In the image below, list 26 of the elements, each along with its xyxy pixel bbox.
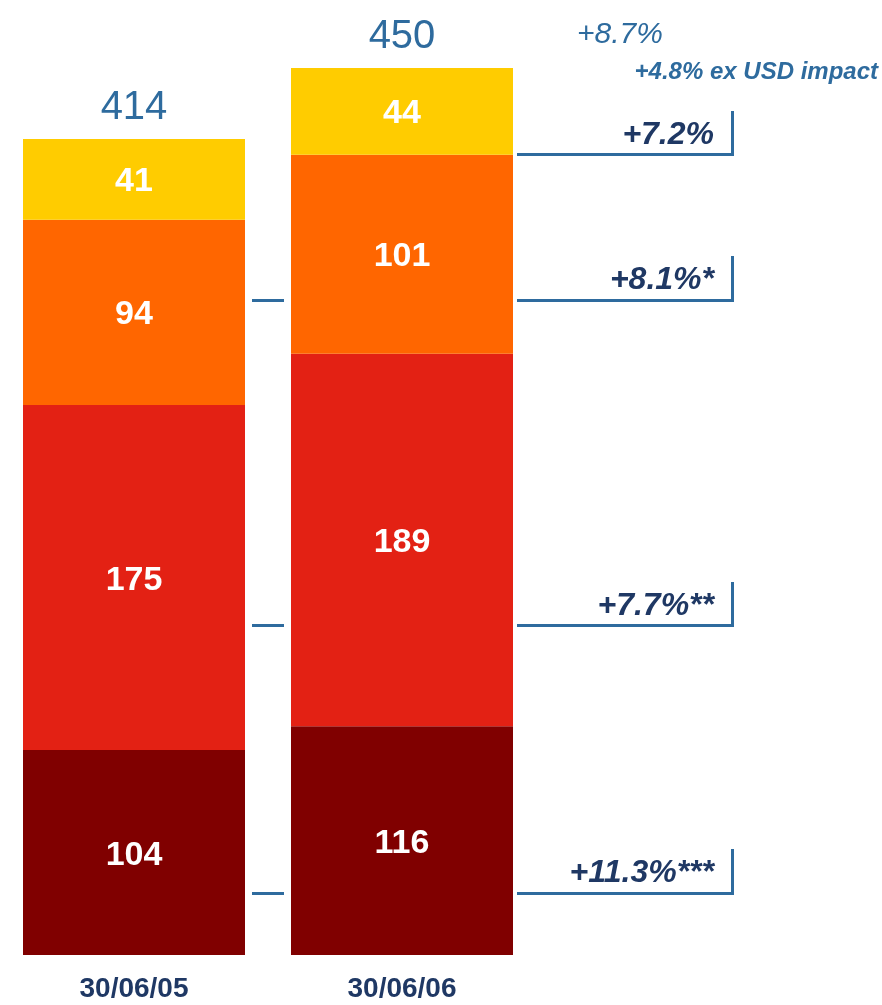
text: +8.1%* bbox=[609, 260, 716, 297]
bar bbox=[291, 353, 513, 727]
bar bbox=[23, 219, 245, 406]
data-label: 104 bbox=[105, 833, 163, 872]
x-tick-label: 30/06/06 bbox=[347, 971, 457, 1003]
text: +7.2% bbox=[622, 114, 714, 151]
text: +11.3%*** bbox=[569, 853, 716, 890]
data-label: 101 bbox=[373, 235, 431, 274]
data-label: 44 bbox=[383, 92, 421, 131]
text: +7.7%** bbox=[597, 585, 716, 622]
data-label: 189 bbox=[373, 521, 431, 560]
x-tick-label: 30/06/05 bbox=[79, 971, 189, 1003]
data-label: 41 bbox=[115, 160, 153, 199]
bar bbox=[23, 138, 245, 220]
bar bbox=[291, 726, 513, 955]
data-label: 94 bbox=[115, 293, 153, 332]
total-label: 414 bbox=[100, 82, 168, 127]
bar bbox=[291, 154, 513, 354]
data-label: 175 bbox=[105, 558, 163, 597]
bar bbox=[291, 68, 513, 155]
text: +4.8% ex USD impact bbox=[634, 56, 879, 84]
bar bbox=[23, 405, 245, 750]
total-label: 450 bbox=[368, 12, 436, 56]
data-label: 116 bbox=[374, 821, 430, 860]
text: +8.7% bbox=[577, 15, 663, 49]
bar bbox=[23, 750, 245, 955]
